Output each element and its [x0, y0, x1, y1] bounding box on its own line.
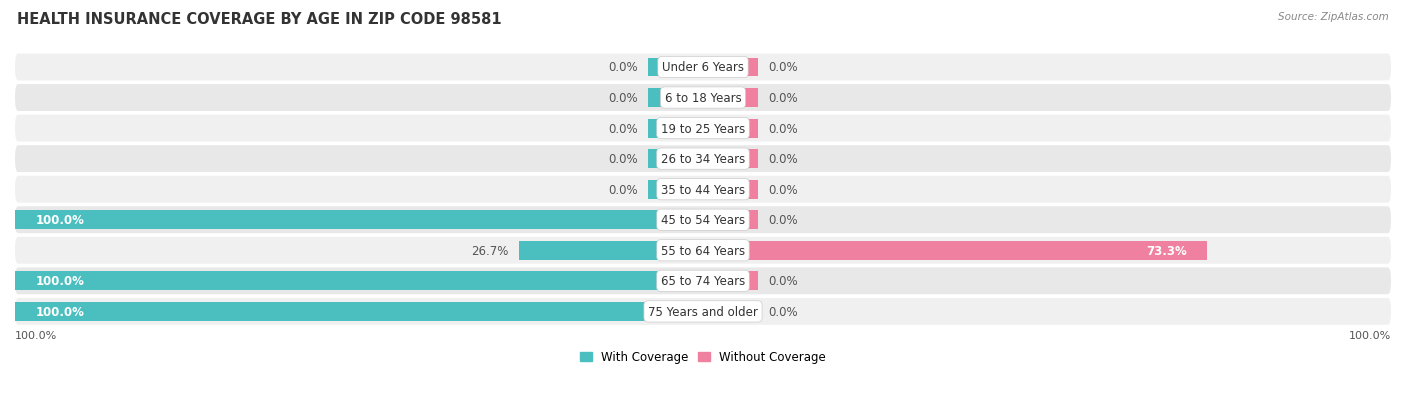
Legend: With Coverage, Without Coverage: With Coverage, Without Coverage: [575, 346, 831, 368]
Text: 0.0%: 0.0%: [768, 122, 799, 135]
Bar: [648, 180, 703, 199]
Text: 0.0%: 0.0%: [607, 122, 638, 135]
Text: 26.7%: 26.7%: [471, 244, 509, 257]
Text: 0.0%: 0.0%: [768, 305, 799, 318]
Bar: [703, 89, 758, 108]
Text: 45 to 54 Years: 45 to 54 Years: [661, 214, 745, 227]
FancyBboxPatch shape: [15, 146, 1391, 173]
Text: 100.0%: 100.0%: [35, 305, 84, 318]
Text: 0.0%: 0.0%: [607, 61, 638, 74]
Text: 0.0%: 0.0%: [607, 183, 638, 196]
Text: 0.0%: 0.0%: [768, 214, 799, 227]
Bar: [703, 150, 758, 169]
Bar: [15, 272, 703, 291]
Text: 0.0%: 0.0%: [768, 275, 799, 287]
Bar: [15, 302, 703, 321]
Text: Source: ZipAtlas.com: Source: ZipAtlas.com: [1278, 12, 1389, 22]
Text: 100.0%: 100.0%: [15, 330, 58, 340]
Bar: [648, 58, 703, 77]
FancyBboxPatch shape: [15, 207, 1391, 234]
Text: 0.0%: 0.0%: [607, 153, 638, 166]
Text: 19 to 25 Years: 19 to 25 Years: [661, 122, 745, 135]
Text: 100.0%: 100.0%: [1348, 330, 1391, 340]
Text: 0.0%: 0.0%: [607, 92, 638, 105]
FancyBboxPatch shape: [15, 237, 1391, 264]
Bar: [648, 119, 703, 138]
Text: 35 to 44 Years: 35 to 44 Years: [661, 183, 745, 196]
Text: 73.3%: 73.3%: [1146, 244, 1187, 257]
Bar: [703, 119, 758, 138]
Text: 0.0%: 0.0%: [768, 61, 799, 74]
Bar: [15, 211, 703, 230]
Bar: [703, 241, 1208, 260]
Text: 0.0%: 0.0%: [768, 183, 799, 196]
FancyBboxPatch shape: [15, 268, 1391, 294]
Text: 0.0%: 0.0%: [768, 153, 799, 166]
FancyBboxPatch shape: [15, 55, 1391, 81]
Text: 55 to 64 Years: 55 to 64 Years: [661, 244, 745, 257]
Text: 65 to 74 Years: 65 to 74 Years: [661, 275, 745, 287]
Text: HEALTH INSURANCE COVERAGE BY AGE IN ZIP CODE 98581: HEALTH INSURANCE COVERAGE BY AGE IN ZIP …: [17, 12, 502, 27]
FancyBboxPatch shape: [15, 176, 1391, 203]
Bar: [648, 89, 703, 108]
Bar: [703, 211, 758, 230]
Text: 100.0%: 100.0%: [35, 214, 84, 227]
FancyBboxPatch shape: [15, 115, 1391, 142]
Bar: [703, 58, 758, 77]
Text: 100.0%: 100.0%: [35, 275, 84, 287]
Text: 75 Years and older: 75 Years and older: [648, 305, 758, 318]
Text: Under 6 Years: Under 6 Years: [662, 61, 744, 74]
Bar: [703, 180, 758, 199]
Bar: [648, 150, 703, 169]
FancyBboxPatch shape: [15, 298, 1391, 325]
FancyBboxPatch shape: [15, 85, 1391, 112]
Bar: [519, 241, 703, 260]
Text: 6 to 18 Years: 6 to 18 Years: [665, 92, 741, 105]
Text: 0.0%: 0.0%: [768, 92, 799, 105]
Bar: [703, 272, 758, 291]
Bar: [703, 302, 758, 321]
Text: 26 to 34 Years: 26 to 34 Years: [661, 153, 745, 166]
